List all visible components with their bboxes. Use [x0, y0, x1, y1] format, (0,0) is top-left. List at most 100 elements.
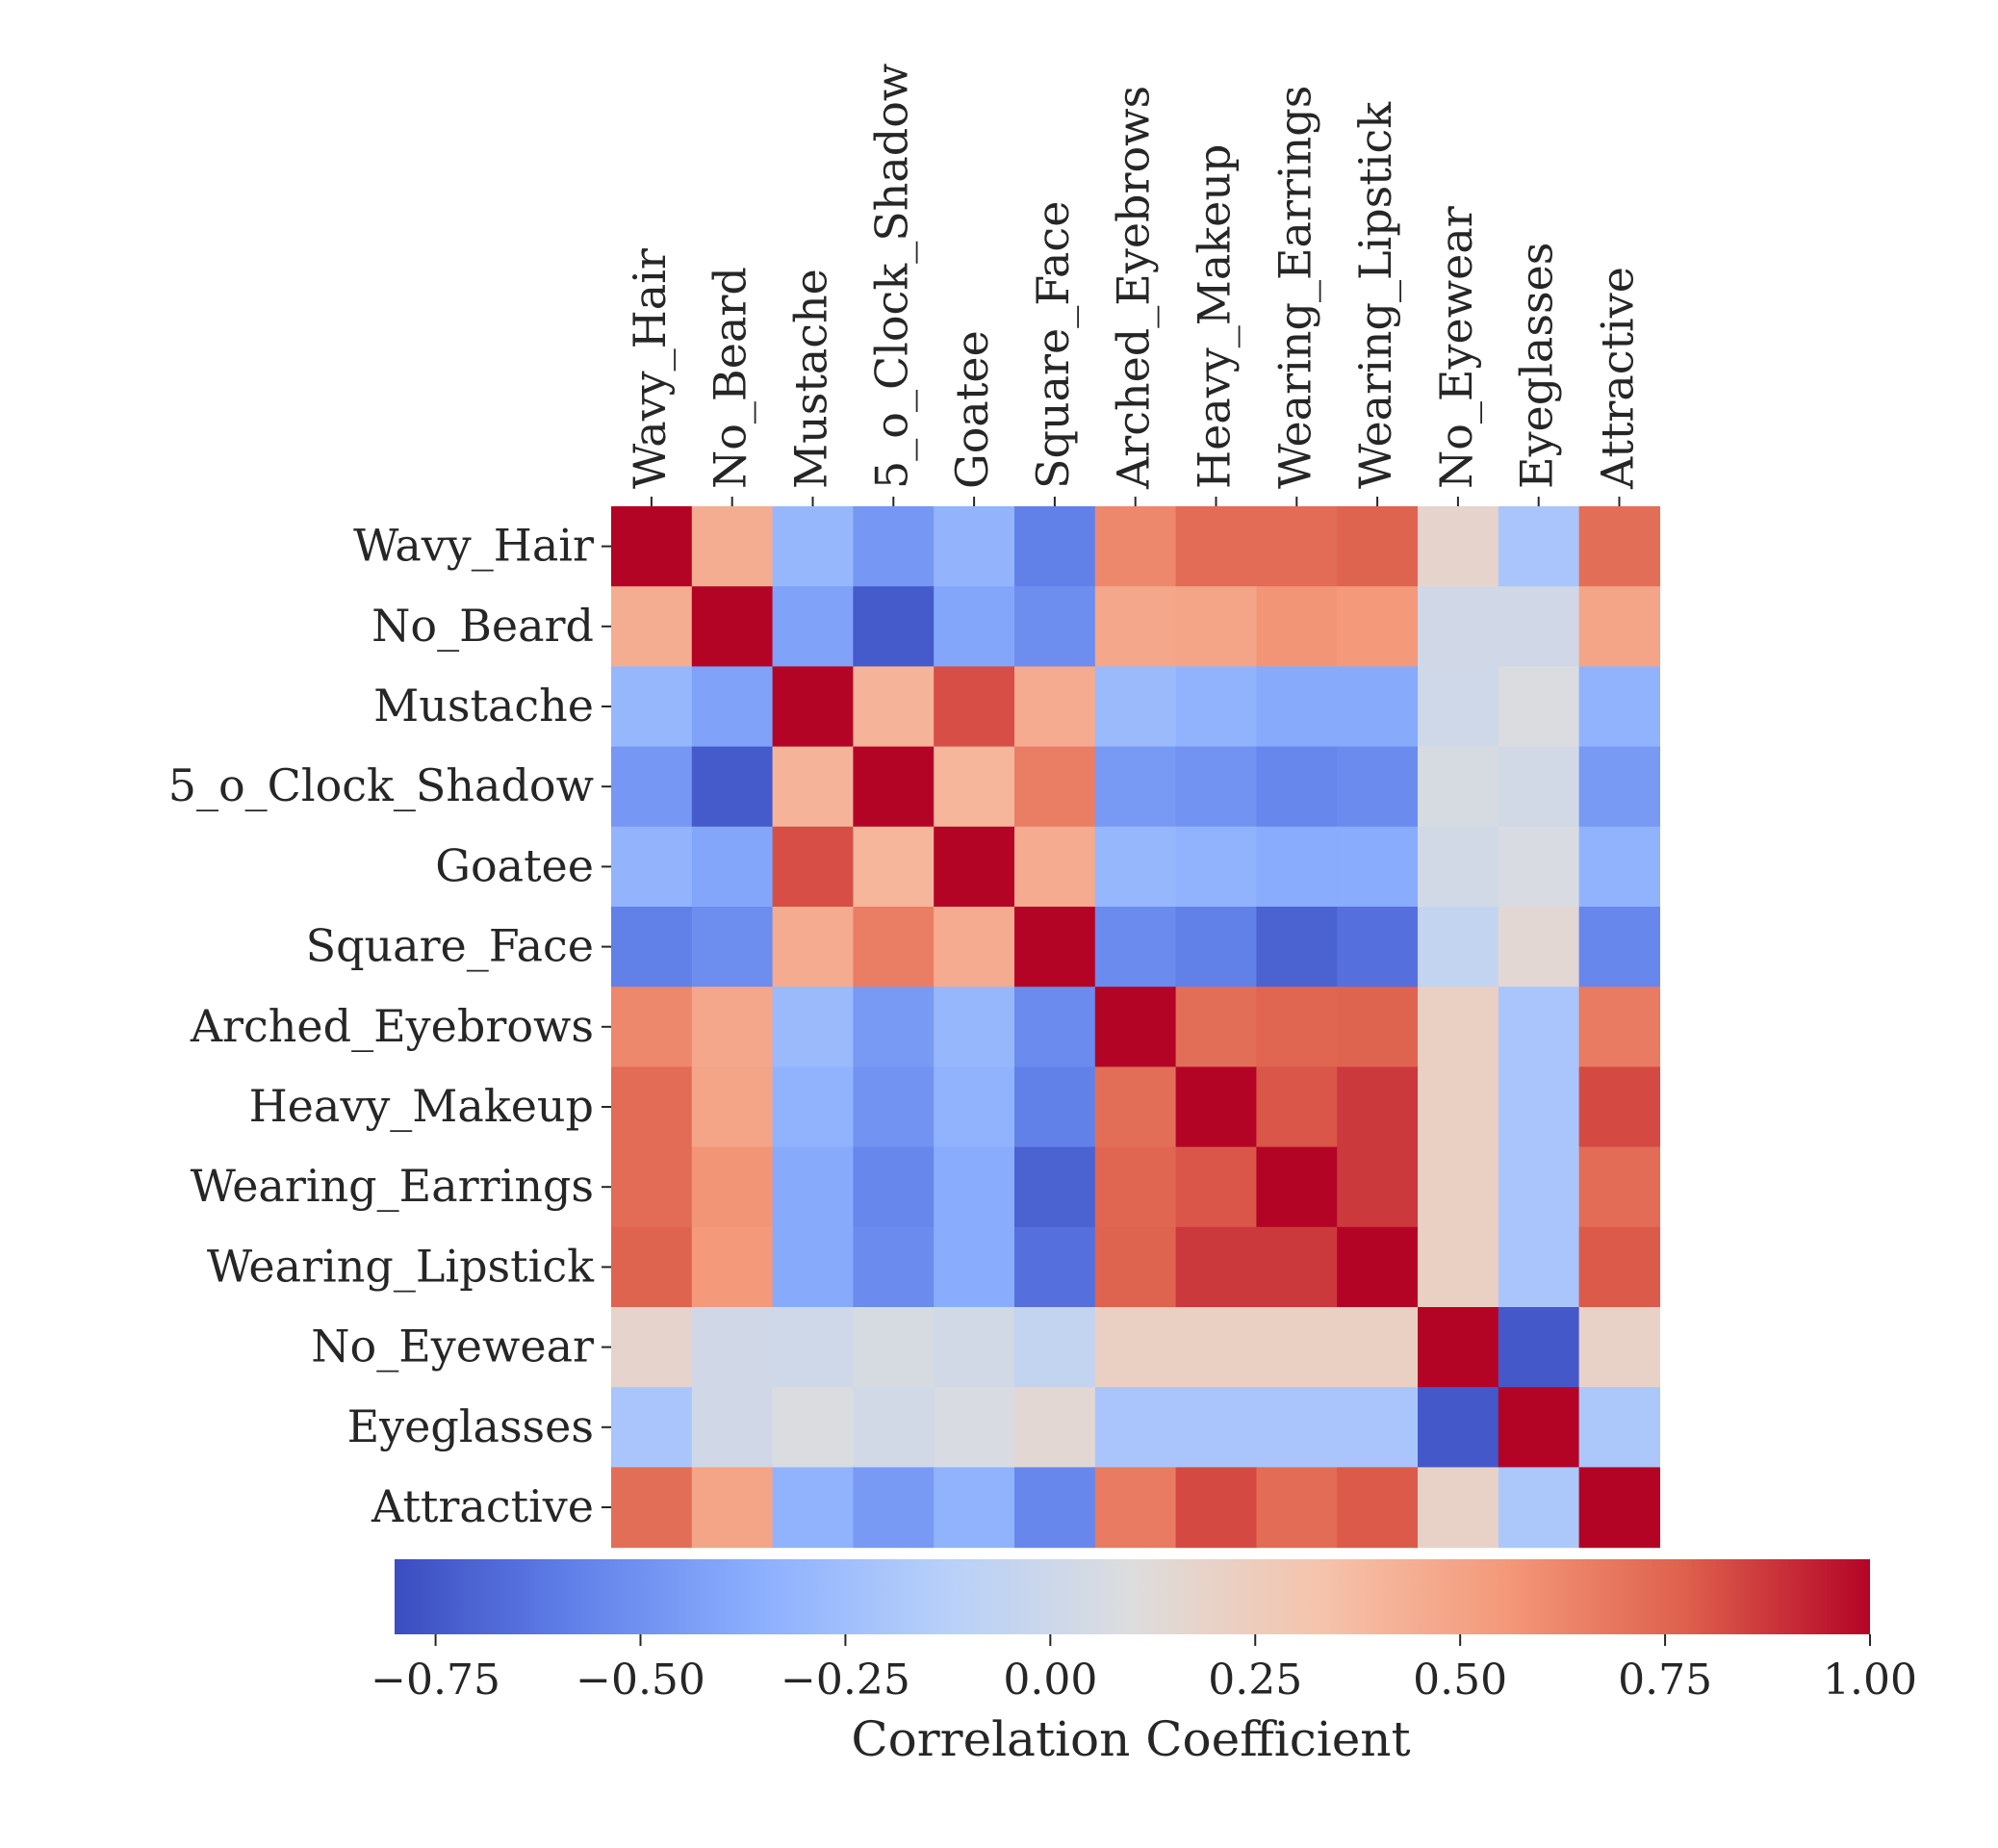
heatmap-cell-No_Beard-Eyeglasses: [1498, 586, 1580, 667]
column-label-Goatee: Goatee: [946, 330, 998, 489]
column-labels: Wavy_Hair No_Beard Mustache 5_o_Clock_Shado…: [624, 64, 1644, 506]
heatmap-cell-Eyeglasses-Wavy_Hair: [611, 1387, 693, 1468]
column-label-Wavy_Hair: Wavy_Hair: [624, 248, 676, 489]
heatmap-cell-5_o_Clock_Shadow-Wavy_Hair: [611, 746, 693, 828]
heatmap-cell-5_o_Clock_Shadow-No_Beard: [691, 746, 774, 828]
heatmap-cell-Wavy_Hair-Mustache: [772, 506, 854, 587]
heatmap-cell-Arched_Eyebrows-Wearing_Earrings: [1256, 987, 1338, 1067]
heatmap-cell-Square_Face-Arched_Eyebrows: [1094, 907, 1177, 988]
heatmap-cell-Mustache-Attractive: [1578, 666, 1660, 748]
heatmap-cell-Attractive-Eyeglasses: [1498, 1467, 1580, 1549]
column-label-5_o_Clock_Shadow: 5_o_Clock_Shadow: [865, 64, 917, 489]
heatmap-cell-Eyeglasses-Eyeglasses: [1498, 1387, 1580, 1468]
heatmap-cell-Attractive-Square_Face: [1014, 1467, 1096, 1549]
column-label-Wearing_Lipstick: Wearing_Lipstick: [1349, 101, 1401, 489]
heatmap-cell-No_Eyewear-Attractive: [1578, 1307, 1660, 1388]
heatmap-cell-Wavy_Hair-Heavy_Makeup: [1175, 506, 1257, 587]
heatmap-cell-Wavy_Hair-Goatee: [934, 506, 1015, 587]
heatmap-cell-Wavy_Hair-Square_Face: [1014, 506, 1096, 587]
heatmap-cell-Mustache-No_Eyewear: [1418, 666, 1499, 748]
heatmap-cell-Square_Face-Wavy_Hair: [611, 907, 693, 988]
heatmap-cell-Mustache-Mustache: [772, 666, 854, 748]
heatmap-cell-No_Eyewear-No_Eyewear: [1418, 1307, 1499, 1388]
heatmap-cell-Square_Face-5_o_Clock_Shadow: [853, 907, 935, 988]
heatmap-cell-Mustache-Wavy_Hair: [611, 666, 693, 748]
heatmap-cell-No_Beard-5_o_Clock_Shadow: [853, 586, 935, 667]
row-label-Arched_Eyebrows: Arched_Eyebrows: [190, 1000, 594, 1052]
heatmap-cell-Wavy_Hair-No_Eyewear: [1418, 506, 1499, 587]
row-label-Heavy_Makeup: Heavy_Makeup: [249, 1080, 594, 1132]
heatmap-cell-Eyeglasses-Square_Face: [1014, 1387, 1096, 1468]
heatmap-cell-Attractive-Mustache: [772, 1467, 854, 1549]
heatmap-cell-No_Eyewear-Wearing_Lipstick: [1337, 1307, 1419, 1388]
heatmap-cell-No_Beard-Goatee: [934, 586, 1015, 667]
heatmap-cell-5_o_Clock_Shadow-Square_Face: [1014, 746, 1096, 828]
heatmap-cell-Attractive-Wavy_Hair: [611, 1467, 693, 1549]
heatmap-cell-Attractive-Arched_Eyebrows: [1094, 1467, 1177, 1549]
heatmap-cell-Wavy_Hair-5_o_Clock_Shadow: [853, 506, 935, 587]
heatmap-cell-Wearing_Earrings-No_Eyewear: [1418, 1146, 1499, 1228]
heatmap-cell-Mustache-Wearing_Earrings: [1256, 666, 1338, 748]
heatmap-cell-Mustache-Arched_Eyebrows: [1094, 666, 1177, 748]
row-label-Wearing_Earrings: Wearing_Earrings: [191, 1160, 594, 1212]
heatmap-cell-Eyeglasses-Mustache: [772, 1387, 854, 1468]
heatmap-cell-Arched_Eyebrows-No_Eyewear: [1418, 987, 1499, 1067]
heatmap-cell-Square_Face-No_Beard: [691, 907, 774, 988]
heatmap-cell-Wavy_Hair-Wearing_Earrings: [1256, 506, 1338, 587]
heatmap-cell-No_Beard-Attractive: [1578, 586, 1660, 667]
heatmap-cell-Square_Face-Attractive: [1578, 907, 1660, 988]
heatmap-cell-Eyeglasses-Arched_Eyebrows: [1094, 1387, 1177, 1468]
heatmap-cell-Wearing_Lipstick-Wavy_Hair: [611, 1226, 693, 1308]
heatmap-cell-Wavy_Hair-Eyeglasses: [1498, 506, 1580, 587]
heatmap-cell-Heavy_Makeup-Mustache: [772, 1066, 854, 1148]
heatmap-cell-No_Beard-Wearing_Earrings: [1256, 586, 1338, 667]
heatmap-cell-No_Eyewear-5_o_Clock_Shadow: [853, 1307, 935, 1388]
row-label-5_o_Clock_Shadow: 5_o_Clock_Shadow: [168, 759, 594, 811]
heatmap-cell-Arched_Eyebrows-Wearing_Lipstick: [1337, 987, 1419, 1067]
heatmap-cell-Goatee-Arched_Eyebrows: [1094, 826, 1177, 908]
heatmap-cell-Wearing_Earrings-Goatee: [934, 1146, 1015, 1228]
heatmap-cell-Attractive-No_Eyewear: [1418, 1467, 1499, 1549]
heatmap-cell-No_Beard-No_Eyewear: [1418, 586, 1499, 667]
heatmap-cell-Eyeglasses-No_Beard: [691, 1387, 774, 1468]
heatmap-cell-Wearing_Lipstick-Heavy_Makeup: [1175, 1226, 1257, 1308]
heatmap-cell-5_o_Clock_Shadow-Attractive: [1578, 746, 1660, 828]
colorbar-tick-label: 0.25: [1208, 1656, 1302, 1705]
heatmap-cell-Arched_Eyebrows-Attractive: [1578, 987, 1660, 1067]
heatmap-cell-Wearing_Lipstick-Eyeglasses: [1498, 1226, 1580, 1308]
heatmap-cell-No_Eyewear-Goatee: [934, 1307, 1015, 1388]
column-label-Eyeglasses: Eyeglasses: [1511, 243, 1563, 489]
heatmap-cell-Eyeglasses-5_o_Clock_Shadow: [853, 1387, 935, 1468]
colorbar-label: Correlation Coefficient: [851, 1711, 1410, 1767]
heatmap-cell-Arched_Eyebrows-Square_Face: [1014, 987, 1096, 1067]
heatmap-cell-Wearing_Earrings-Wavy_Hair: [611, 1146, 693, 1228]
heatmap-cell-Wearing_Earrings-Wearing_Lipstick: [1337, 1146, 1419, 1228]
heatmap-cell-Wearing_Earrings-Arched_Eyebrows: [1094, 1146, 1177, 1228]
heatmap-cell-Mustache-Square_Face: [1014, 666, 1096, 748]
heatmap-cell-No_Eyewear-Mustache: [772, 1307, 854, 1388]
heatmap-cell-Square_Face-Wearing_Lipstick: [1337, 907, 1419, 988]
heatmap-cell-Wavy_Hair-No_Beard: [691, 506, 774, 587]
heatmap-cell-Goatee-5_o_Clock_Shadow: [853, 826, 935, 908]
heatmap-cell-Wavy_Hair-Arched_Eyebrows: [1094, 506, 1177, 587]
heatmap-cell-Arched_Eyebrows-Eyeglasses: [1498, 987, 1580, 1067]
row-label-Wearing_Lipstick: Wearing_Lipstick: [207, 1240, 595, 1292]
heatmap-cell-Mustache-Eyeglasses: [1498, 666, 1580, 748]
heatmap-cell-Wearing_Lipstick-5_o_Clock_Shadow: [853, 1226, 935, 1308]
colorbar-tick-label: −0.75: [371, 1656, 500, 1705]
row-labels: Wavy_Hair No_Beard Mustache 5_o_Clock_Shado…: [168, 520, 611, 1532]
column-label-No_Beard: No_Beard: [704, 267, 756, 489]
heatmap-cell-Heavy_Makeup-Attractive: [1578, 1066, 1660, 1148]
column-label-Square_Face: Square_Face: [1027, 201, 1079, 489]
heatmap-cell-Attractive-Attractive: [1578, 1467, 1660, 1549]
heatmap-cell-No_Beard-Wearing_Lipstick: [1337, 586, 1419, 667]
heatmap-cell-Wearing_Earrings-Attractive: [1578, 1146, 1660, 1228]
heatmap-cell-5_o_Clock_Shadow-Eyeglasses: [1498, 746, 1580, 828]
heatmap-cell-Goatee-Square_Face: [1014, 826, 1096, 908]
heatmap-cell-5_o_Clock_Shadow-Wearing_Lipstick: [1337, 746, 1419, 828]
heatmap-cell-Heavy_Makeup-Wearing_Earrings: [1256, 1066, 1338, 1148]
column-label-Arched_Eyebrows: Arched_Eyebrows: [1108, 86, 1160, 490]
heatmap-cell-Eyeglasses-Heavy_Makeup: [1175, 1387, 1257, 1468]
heatmap-cell-Eyeglasses-Attractive: [1578, 1387, 1660, 1468]
